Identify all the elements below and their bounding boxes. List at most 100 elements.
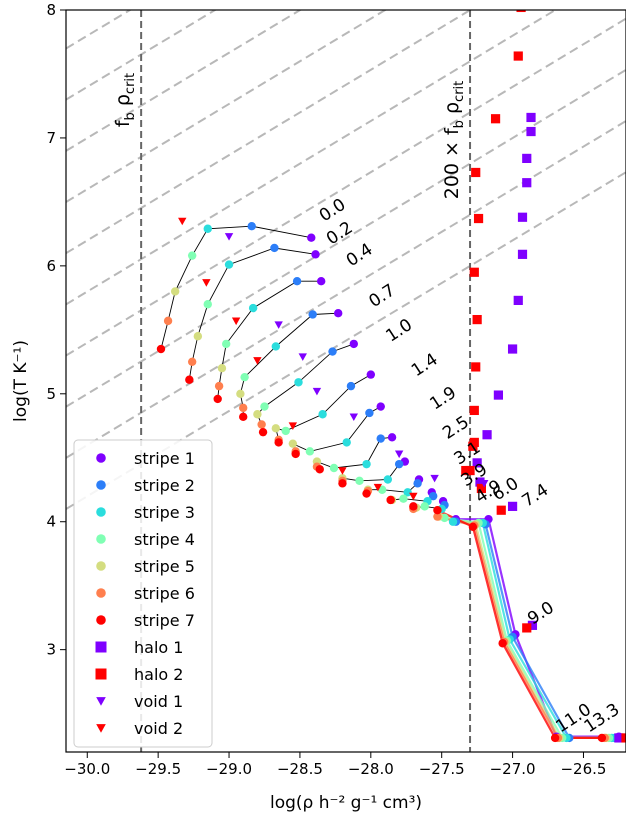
stripe-7-point-13 <box>468 522 478 532</box>
stripe-2-point-1 <box>270 243 279 253</box>
diagonal-line-2 <box>66 68 626 408</box>
stripe-2-point-9 <box>413 479 422 488</box>
legend-marker-2 <box>96 480 106 490</box>
y-tick-label-2: 5 <box>46 385 56 403</box>
stripe-7-point-10 <box>386 495 395 505</box>
stripe-7-point-3 <box>239 412 248 422</box>
stripe-3-point-2 <box>248 303 258 313</box>
stripe-4-point-5 <box>281 426 290 436</box>
track-snapshot-5 <box>275 374 372 443</box>
stripe-3-point-8 <box>383 475 393 484</box>
plot-frame <box>65 9 626 753</box>
halo-2-point-16 <box>621 733 626 743</box>
stripe-2-point-8 <box>394 459 404 469</box>
stripe-6-point-4 <box>257 420 266 429</box>
x-tick-label-5: −27.5 <box>419 760 465 778</box>
halo-1-point-5 <box>517 249 528 259</box>
x-tick-label-1: −29.5 <box>135 760 181 778</box>
stripe-2-point-10 <box>428 491 438 501</box>
halo-2-point-6 <box>472 314 482 325</box>
stripe-1-point-5 <box>366 370 376 379</box>
legend-marker-3 <box>96 507 106 517</box>
stripe-1-point-3 <box>334 308 343 318</box>
halo-2-point-14 <box>496 505 506 515</box>
void-2-point-3 <box>253 357 262 365</box>
stripe-1-point-4 <box>349 339 358 349</box>
stripe-4-point-9 <box>377 485 387 494</box>
stripe-3-point-1 <box>224 260 234 269</box>
stripe-6-point-1 <box>187 357 197 367</box>
legend-label-2: stripe 2 <box>134 476 195 495</box>
x-tick-label-3: −28.5 <box>277 760 323 778</box>
halo-1-point-13 <box>527 620 538 630</box>
redshift-label-4: 1.0 <box>382 315 416 347</box>
halo-2-point-5 <box>469 267 479 277</box>
stripe-1-point-6 <box>376 402 385 411</box>
halo-2-point-0 <box>516 10 526 13</box>
void-1-point-7 <box>480 479 489 488</box>
diagonal-line-5 <box>66 10 473 255</box>
void-1-point-4 <box>349 413 358 422</box>
legend-marker-6 <box>96 588 106 598</box>
x-axis-label: log(ρ h⁻² g⁻¹ cm³) <box>270 793 422 813</box>
void-2-point-5 <box>338 467 347 475</box>
stripe-3-point-9 <box>403 488 412 497</box>
y-tick-label-5: 8 <box>46 1 56 19</box>
diagonal-reference-lines <box>66 10 626 510</box>
legend-label-8: halo 1 <box>134 638 183 657</box>
halo-1-point-8 <box>493 390 504 400</box>
stripe-4-point-11 <box>420 502 429 511</box>
stripe-7-point-1 <box>185 375 194 384</box>
halo-2-point-8 <box>469 405 479 416</box>
halo-2-point-12 <box>465 465 475 476</box>
redshift-label-2: 0.4 <box>343 240 377 272</box>
redshift-label-3: 0.7 <box>365 280 399 312</box>
halo-2-point-4 <box>473 213 484 224</box>
stripe-4-point-1 <box>203 300 212 309</box>
diagonal-line-6 <box>66 10 388 203</box>
halo-1-point-4 <box>517 212 528 222</box>
void-1-point-2 <box>298 353 307 361</box>
halo-2-point-7 <box>471 362 481 372</box>
stripe-2-point-0 <box>247 222 256 231</box>
void-1-point-5 <box>394 450 404 459</box>
x-tick-label-6: −27.0 <box>490 760 536 778</box>
stripe-7-point-8 <box>338 479 347 488</box>
stripe-2-point-4 <box>328 347 337 356</box>
stripe-3-point-12 <box>448 517 458 526</box>
stripe-5-point-0 <box>170 287 180 296</box>
halo-1-point-3 <box>522 178 532 188</box>
halo-1-point-6 <box>513 295 523 306</box>
void-2-point-2 <box>231 317 241 326</box>
y-tick-label-3: 6 <box>46 257 56 275</box>
legend-label-9: halo 2 <box>134 665 183 684</box>
diagonal-line-9 <box>66 10 132 50</box>
void-1-point-6 <box>430 474 439 483</box>
legend-label-4: stripe 4 <box>134 530 195 549</box>
halo-1-point-2 <box>522 153 532 163</box>
track-snapshot-4 <box>256 343 354 433</box>
stripe-7-point-6 <box>291 449 300 459</box>
stripe-4-point-6 <box>305 447 315 456</box>
stripe-4-point-8 <box>355 476 364 485</box>
y-tick-label-1: 4 <box>46 513 56 531</box>
stripe-1-point-2 <box>316 277 326 286</box>
void-2-point-7 <box>409 492 418 501</box>
stripe-5-point-6 <box>288 439 298 448</box>
stripe-1-point-7 <box>387 433 397 442</box>
halo-1-point-11 <box>475 477 485 487</box>
halo-2-point-1 <box>513 51 523 61</box>
stripe-4-point-7 <box>329 463 339 473</box>
halo-2-point-13 <box>476 483 486 494</box>
diagonal-line-1 <box>66 120 626 459</box>
stripe-1-point-1 <box>311 250 320 259</box>
stripe-3-point-5 <box>318 410 327 419</box>
halo-1-point-12 <box>507 501 518 511</box>
y-axis-ticks: 3 4 5 6 7 8 <box>46 1 66 659</box>
stripe-7-point-15 <box>550 733 560 743</box>
diagonal-line-7 <box>66 10 303 152</box>
legend-label-1: stripe 1 <box>134 449 195 468</box>
halo-1-point-14 <box>614 733 624 743</box>
track-snapshot-3 <box>239 312 339 417</box>
